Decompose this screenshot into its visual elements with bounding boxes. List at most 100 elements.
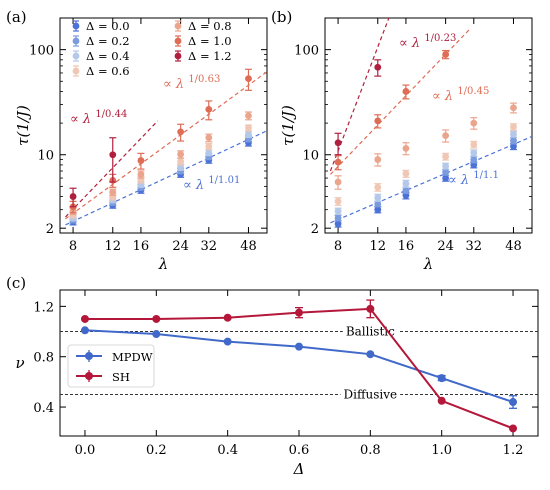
legend-label: Δ = 0.6	[86, 64, 130, 78]
data-point	[245, 131, 252, 138]
data-point	[245, 75, 252, 83]
data-point	[334, 158, 342, 166]
data-point	[334, 139, 342, 147]
data-point	[374, 156, 382, 163]
data-point	[510, 104, 517, 112]
legend-label: Δ = 0.8	[188, 19, 232, 33]
data-point	[334, 178, 342, 186]
data-point	[470, 119, 478, 127]
reference-label: Ballistic	[346, 325, 395, 339]
data-point	[80, 314, 89, 323]
panel-b: 2 10 100 8 12 16 24 32 48 λ τ(1/J) (b) ∝ λ 1/1.1 ∝ λ …	[271, 8, 533, 273]
fit-label: ∝ λ 1/0.45	[432, 86, 489, 104]
x-tick-label: 0.4	[217, 443, 238, 458]
data-point	[137, 157, 145, 164]
x-tick-label: 0.0	[75, 443, 96, 458]
plot-frame	[324, 17, 533, 234]
fit-line	[65, 120, 159, 218]
legend-label: MPDW	[112, 350, 153, 364]
legend-marker	[174, 37, 182, 45]
x-tick-label: 1.0	[431, 443, 452, 458]
data-point	[245, 124, 252, 132]
y-tick-label: 100	[294, 44, 319, 59]
data-point	[509, 424, 518, 433]
data-point	[366, 304, 375, 313]
data-point	[402, 170, 410, 178]
data-point	[366, 350, 375, 359]
fit-label: ∝ λ 1/1.1	[448, 170, 499, 188]
reference-label: Diffusive	[344, 387, 398, 401]
x-tick-label: 32	[201, 239, 218, 254]
data-point	[152, 314, 161, 323]
data-point	[334, 197, 342, 205]
data-point	[437, 396, 446, 405]
data-point	[205, 143, 213, 150]
x-tick-label: 0.2	[146, 443, 167, 458]
fit-label: ∝ λ 1/0.44	[70, 109, 127, 127]
y-tick-label: 2	[46, 222, 54, 237]
data-point	[295, 308, 303, 317]
data-point	[177, 158, 185, 166]
data-point	[374, 194, 382, 202]
legend-label: Δ = 0.0	[86, 19, 130, 33]
y-tick-label: 0.4	[33, 401, 54, 416]
data-point	[442, 174, 450, 182]
data-point	[374, 200, 382, 208]
x-tick-label: 32	[466, 239, 483, 254]
data-point	[245, 112, 252, 120]
data-point	[402, 186, 410, 194]
panel-label: (c)	[6, 274, 26, 292]
x-tick-label: 48	[505, 239, 522, 254]
data-point	[177, 163, 185, 171]
y-tick-label: 2	[311, 222, 319, 237]
y-tick-label: 0.8	[33, 351, 54, 366]
data-point	[510, 130, 517, 138]
data-point	[470, 141, 478, 148]
legend-marker	[174, 52, 182, 60]
y-tick-label: 10	[302, 149, 319, 164]
data-point	[509, 398, 518, 407]
data-point	[80, 326, 89, 335]
x-axis-label: Δ	[293, 460, 305, 478]
legend-label: Δ = 0.2	[86, 34, 130, 48]
legend-marker	[72, 67, 80, 75]
data-point	[402, 180, 410, 188]
y-tick-label: 100	[29, 44, 54, 59]
x-tick-label: 48	[240, 239, 257, 254]
data-point	[177, 128, 185, 136]
y-axis-label: τ(1/J)	[279, 105, 297, 146]
y-tick-label: 1.2	[33, 300, 54, 315]
data-point	[470, 156, 478, 163]
x-tick-label: 12	[104, 239, 121, 254]
fit-line	[329, 18, 390, 172]
legend-marker	[72, 52, 80, 60]
plot-frame	[59, 17, 268, 234]
legend-label: Δ = 0.4	[86, 49, 130, 63]
data-point	[205, 149, 213, 156]
x-tick-label: 24	[437, 239, 454, 254]
fit-label: ∝ λ 1/0.63	[163, 74, 220, 92]
fit-line	[330, 135, 532, 224]
data-point	[295, 342, 303, 351]
panel-label: (b)	[271, 8, 292, 26]
data-point	[442, 162, 450, 170]
x-axis-label: λ	[158, 255, 169, 273]
data-point	[442, 51, 450, 58]
legend-label: SH	[112, 370, 130, 384]
fit-line	[65, 70, 267, 220]
data-point	[223, 313, 232, 322]
x-tick-label: 0.8	[360, 443, 381, 458]
data-point	[69, 193, 77, 200]
data-point	[437, 374, 446, 383]
reference-label-bg	[340, 387, 401, 402]
x-tick-label: 8	[69, 239, 77, 254]
panel-c: 0.0 0.2 0.4 0.6 0.8 1.0 1.2 0.4 0.8 1.2 Δν (c) Balli…	[6, 274, 539, 478]
legend-marker	[174, 22, 182, 30]
data-point	[152, 330, 161, 339]
data-point	[402, 88, 410, 95]
data-point	[374, 63, 382, 71]
data-point	[510, 123, 517, 131]
data-point	[137, 170, 145, 178]
data-point	[177, 150, 185, 158]
